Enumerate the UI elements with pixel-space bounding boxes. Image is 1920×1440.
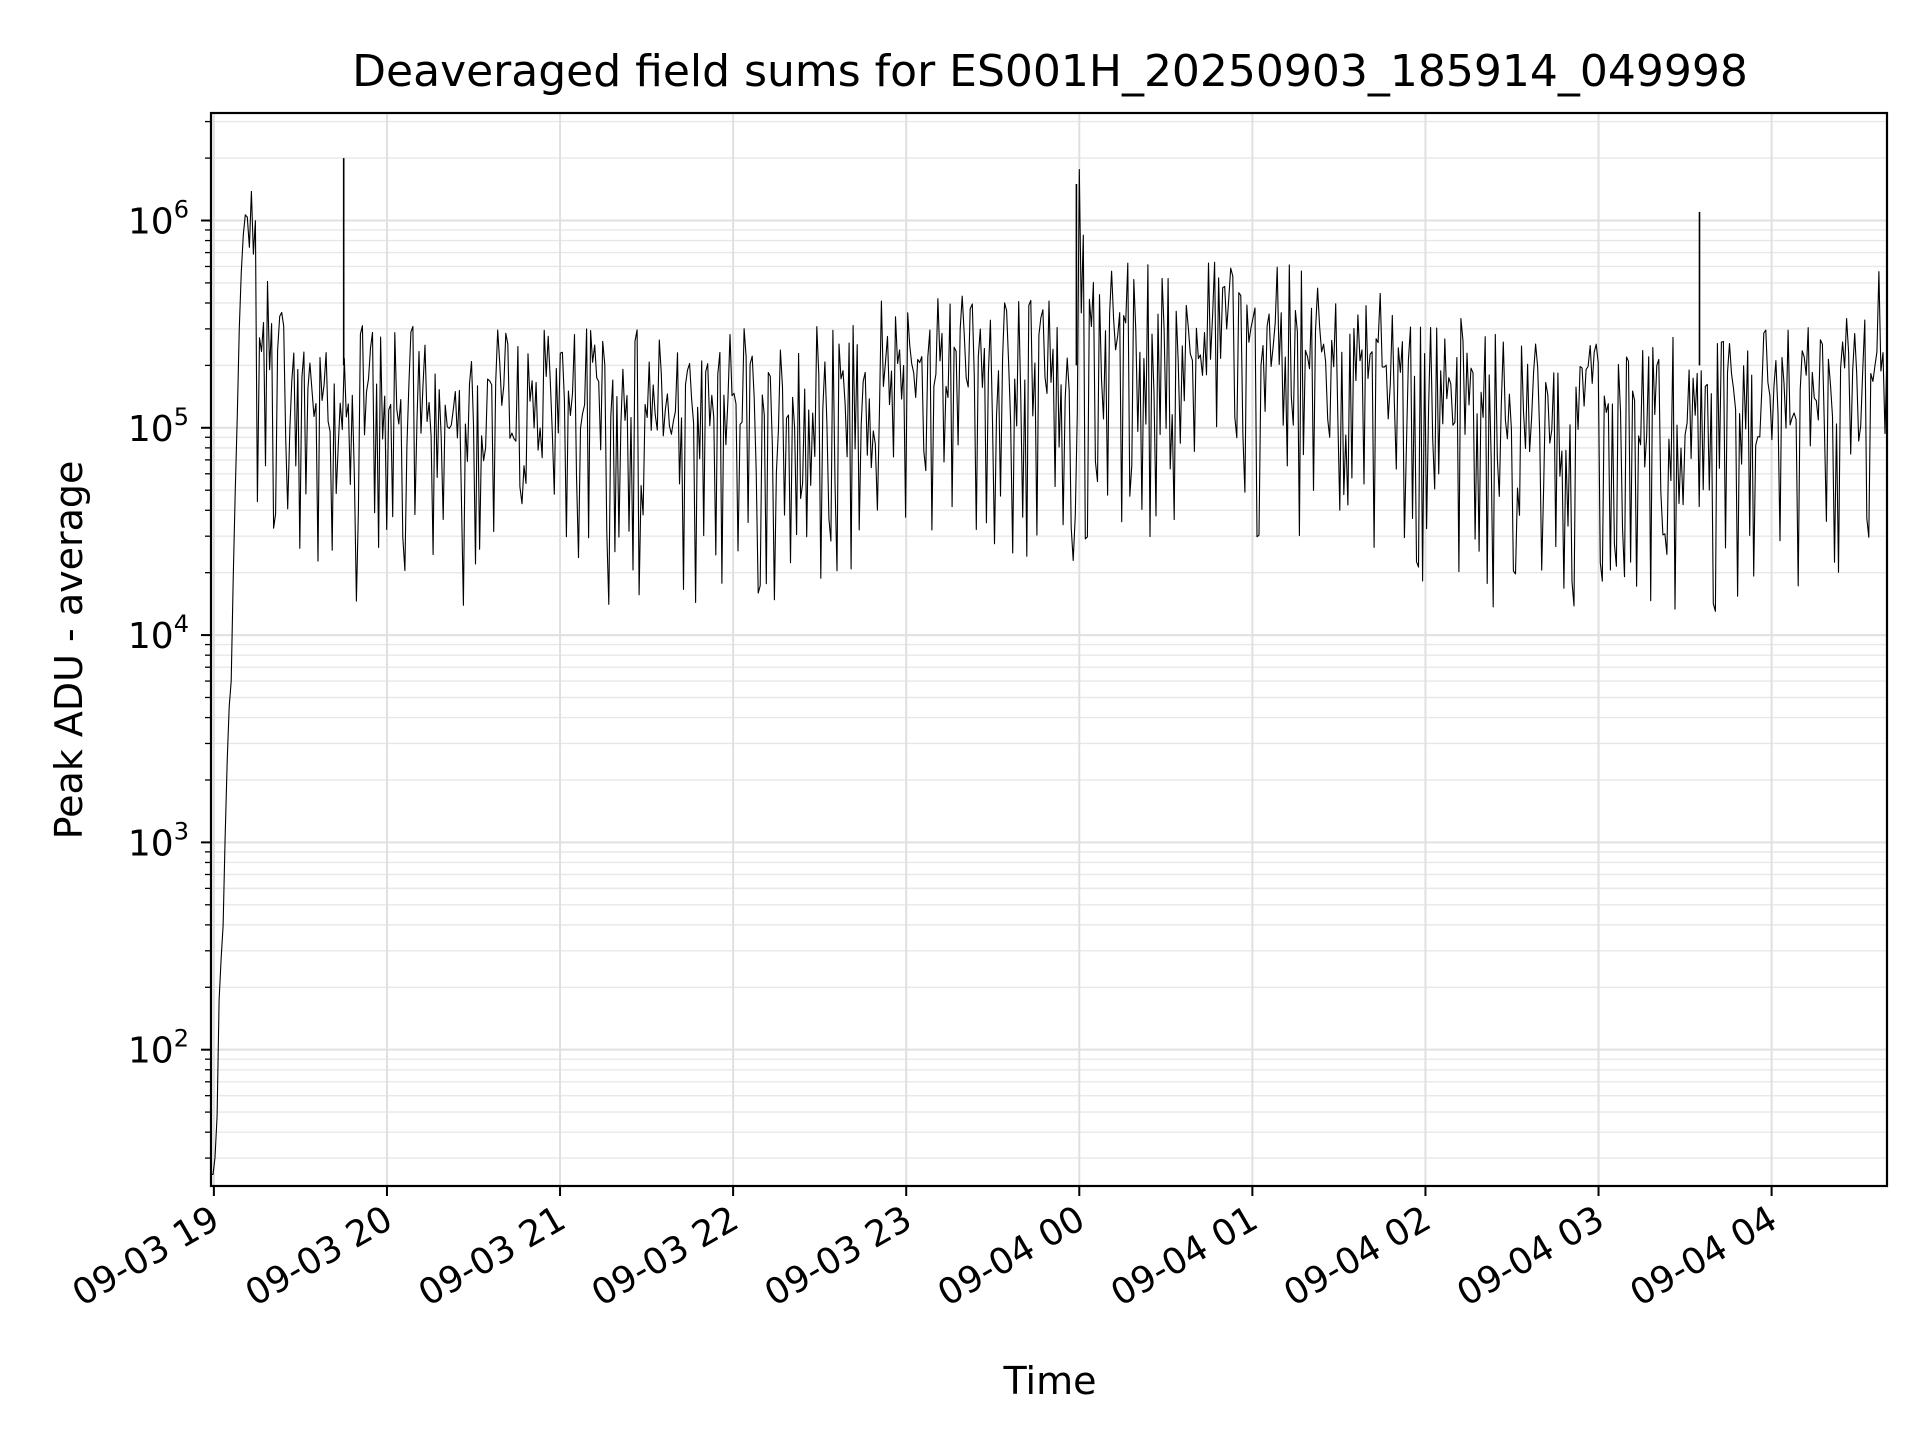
y-tick-label: 106 (128, 195, 189, 242)
y-axis-label: Peak ADU - average (47, 461, 91, 840)
major-gridlines (211, 113, 1887, 1186)
y-tick-label: 103 (128, 817, 189, 864)
series-line (211, 168, 1888, 1176)
y-tick-label: 104 (128, 610, 189, 657)
y-tick-label: 105 (128, 403, 189, 450)
x-axis-label: Time (1003, 1359, 1097, 1403)
y-tick-label: 102 (128, 1025, 189, 1072)
axes-frame (209, 111, 1889, 1188)
plot-area (211, 158, 1888, 1176)
y-axis: 102 103 104 105 106 (128, 120, 211, 1159)
chart-title: Deaveraged field sums for ES001H_2025090… (352, 46, 1748, 97)
minor-gridlines (211, 120, 1887, 1159)
